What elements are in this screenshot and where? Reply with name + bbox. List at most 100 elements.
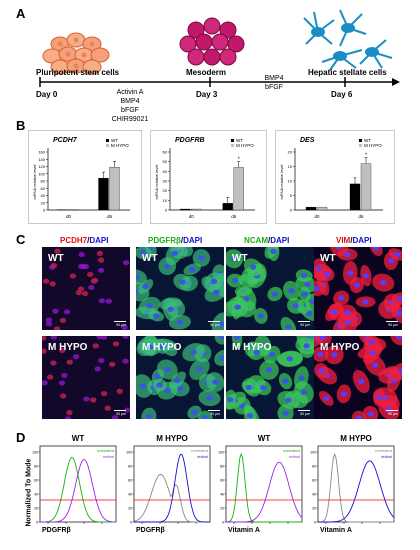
nucleus <box>53 326 61 330</box>
nucleus <box>154 373 162 379</box>
nucleus <box>111 415 119 419</box>
nucleus <box>139 383 147 389</box>
y-tick-label: 20 <box>312 507 316 511</box>
legend-untreated: untreated <box>375 448 392 453</box>
y-tick-label: 80 <box>34 465 38 469</box>
nucleus <box>42 380 48 386</box>
y-tick-label: 160 <box>38 150 45 155</box>
y-tick-label: 40 <box>128 493 132 497</box>
x-tick-label: d6 <box>231 214 237 219</box>
panel-label-b: B <box>16 118 26 133</box>
nucleus <box>116 388 123 394</box>
y-tick-label: 15 <box>288 164 293 169</box>
stain-sep: / <box>180 236 184 245</box>
nucleus <box>367 411 374 417</box>
y-tick-label: 100 <box>38 171 45 176</box>
nucleus <box>309 299 314 305</box>
nucleus <box>164 388 171 394</box>
nucleus <box>171 250 178 256</box>
nucleus <box>123 407 130 413</box>
nucleus <box>355 415 363 419</box>
nucleus <box>317 351 324 358</box>
nucleus <box>213 289 220 295</box>
cell-field <box>226 336 314 419</box>
y-tick-label: 100 <box>310 451 316 455</box>
stain-dapi: DAPI <box>270 236 290 245</box>
nucleus <box>210 278 218 285</box>
x-tick-label: d0 <box>314 214 320 219</box>
y-tick-label: 30 <box>163 179 168 184</box>
nucleus <box>191 409 198 415</box>
nucleus <box>253 349 261 355</box>
nucleus <box>167 306 174 312</box>
nucleus <box>121 324 128 330</box>
legend-label-wt: WT <box>364 138 371 143</box>
nucleus <box>396 296 402 302</box>
nucleus <box>212 379 219 385</box>
nucleus <box>190 349 197 355</box>
y-tick-label: 20 <box>288 150 293 155</box>
nucleus <box>292 303 299 309</box>
micrograph-row-label: M HYPO <box>142 342 182 353</box>
nucleus <box>80 263 87 270</box>
stem-cells-illustration <box>42 32 110 75</box>
scale-bar-label: 50 μm <box>300 323 310 327</box>
nucleus <box>78 251 85 258</box>
micrograph-wt-4: WT 50 μm <box>314 247 402 330</box>
x-tick-label: d6 <box>358 214 364 219</box>
x-tick-label: d0 <box>66 214 72 219</box>
histogram-curve <box>318 452 394 523</box>
nucleus <box>108 361 116 367</box>
stain-marker: VIM <box>336 236 351 245</box>
nucleus <box>52 308 59 314</box>
y-tick-label: 0 <box>314 521 316 525</box>
nucleus <box>58 347 66 354</box>
scale-bar-line <box>208 321 220 322</box>
scale-bar-label: 50 μm <box>210 323 220 327</box>
histogram-curve <box>40 458 117 523</box>
nucleus <box>285 397 292 403</box>
nucleus <box>174 377 181 384</box>
flow-panel-title: M HYPO <box>340 434 372 443</box>
histogram-curve <box>226 461 303 523</box>
y-tick-label: 140 <box>38 157 45 162</box>
nucleus <box>315 265 323 271</box>
scale-bar-line <box>298 410 310 411</box>
nucleus <box>66 409 73 416</box>
legend-untreated: untreated <box>191 448 208 453</box>
micrograph-row-label: M HYPO <box>320 342 360 353</box>
scale-bar-label: 50 μm <box>388 323 398 327</box>
nucleus <box>179 279 186 285</box>
micrograph-wt-3: WT 50 μm <box>226 247 314 330</box>
y-tick-label: 120 <box>38 164 45 169</box>
nucleus <box>164 263 171 269</box>
nucleus <box>358 378 365 385</box>
y-tick-label: 100 <box>126 451 132 455</box>
nucleus <box>45 321 53 327</box>
nucleus <box>323 271 331 277</box>
nucleus <box>344 319 352 325</box>
nucleus <box>319 336 327 340</box>
cell-field <box>42 336 130 419</box>
micrograph-row-label: WT <box>320 253 336 264</box>
flow-panel-title: WT <box>72 434 85 443</box>
significance-marker: * <box>365 153 367 159</box>
nucleus <box>72 354 80 360</box>
micrograph-row-label: M HYPO <box>232 342 272 353</box>
nucleus <box>92 343 99 349</box>
scale-bar-line <box>114 321 126 322</box>
scale-bar-label: 50 μm <box>300 412 310 416</box>
nucleus <box>42 348 47 354</box>
factor-chir99021: CHIR99021 <box>111 116 149 123</box>
flow-panel-title: WT <box>258 434 271 443</box>
y-tick-label: 80 <box>41 179 46 184</box>
nucleus <box>353 282 361 288</box>
bar-m-hypo-d0 <box>316 206 328 211</box>
x-tick-label: d6 <box>107 214 113 219</box>
nucleus <box>395 336 402 340</box>
nucleus <box>50 360 57 366</box>
plot-frame <box>39 445 117 523</box>
stain-dapi: DAPI <box>89 236 109 245</box>
nucleus <box>97 257 105 263</box>
y-tick-label: 60 <box>312 479 316 483</box>
